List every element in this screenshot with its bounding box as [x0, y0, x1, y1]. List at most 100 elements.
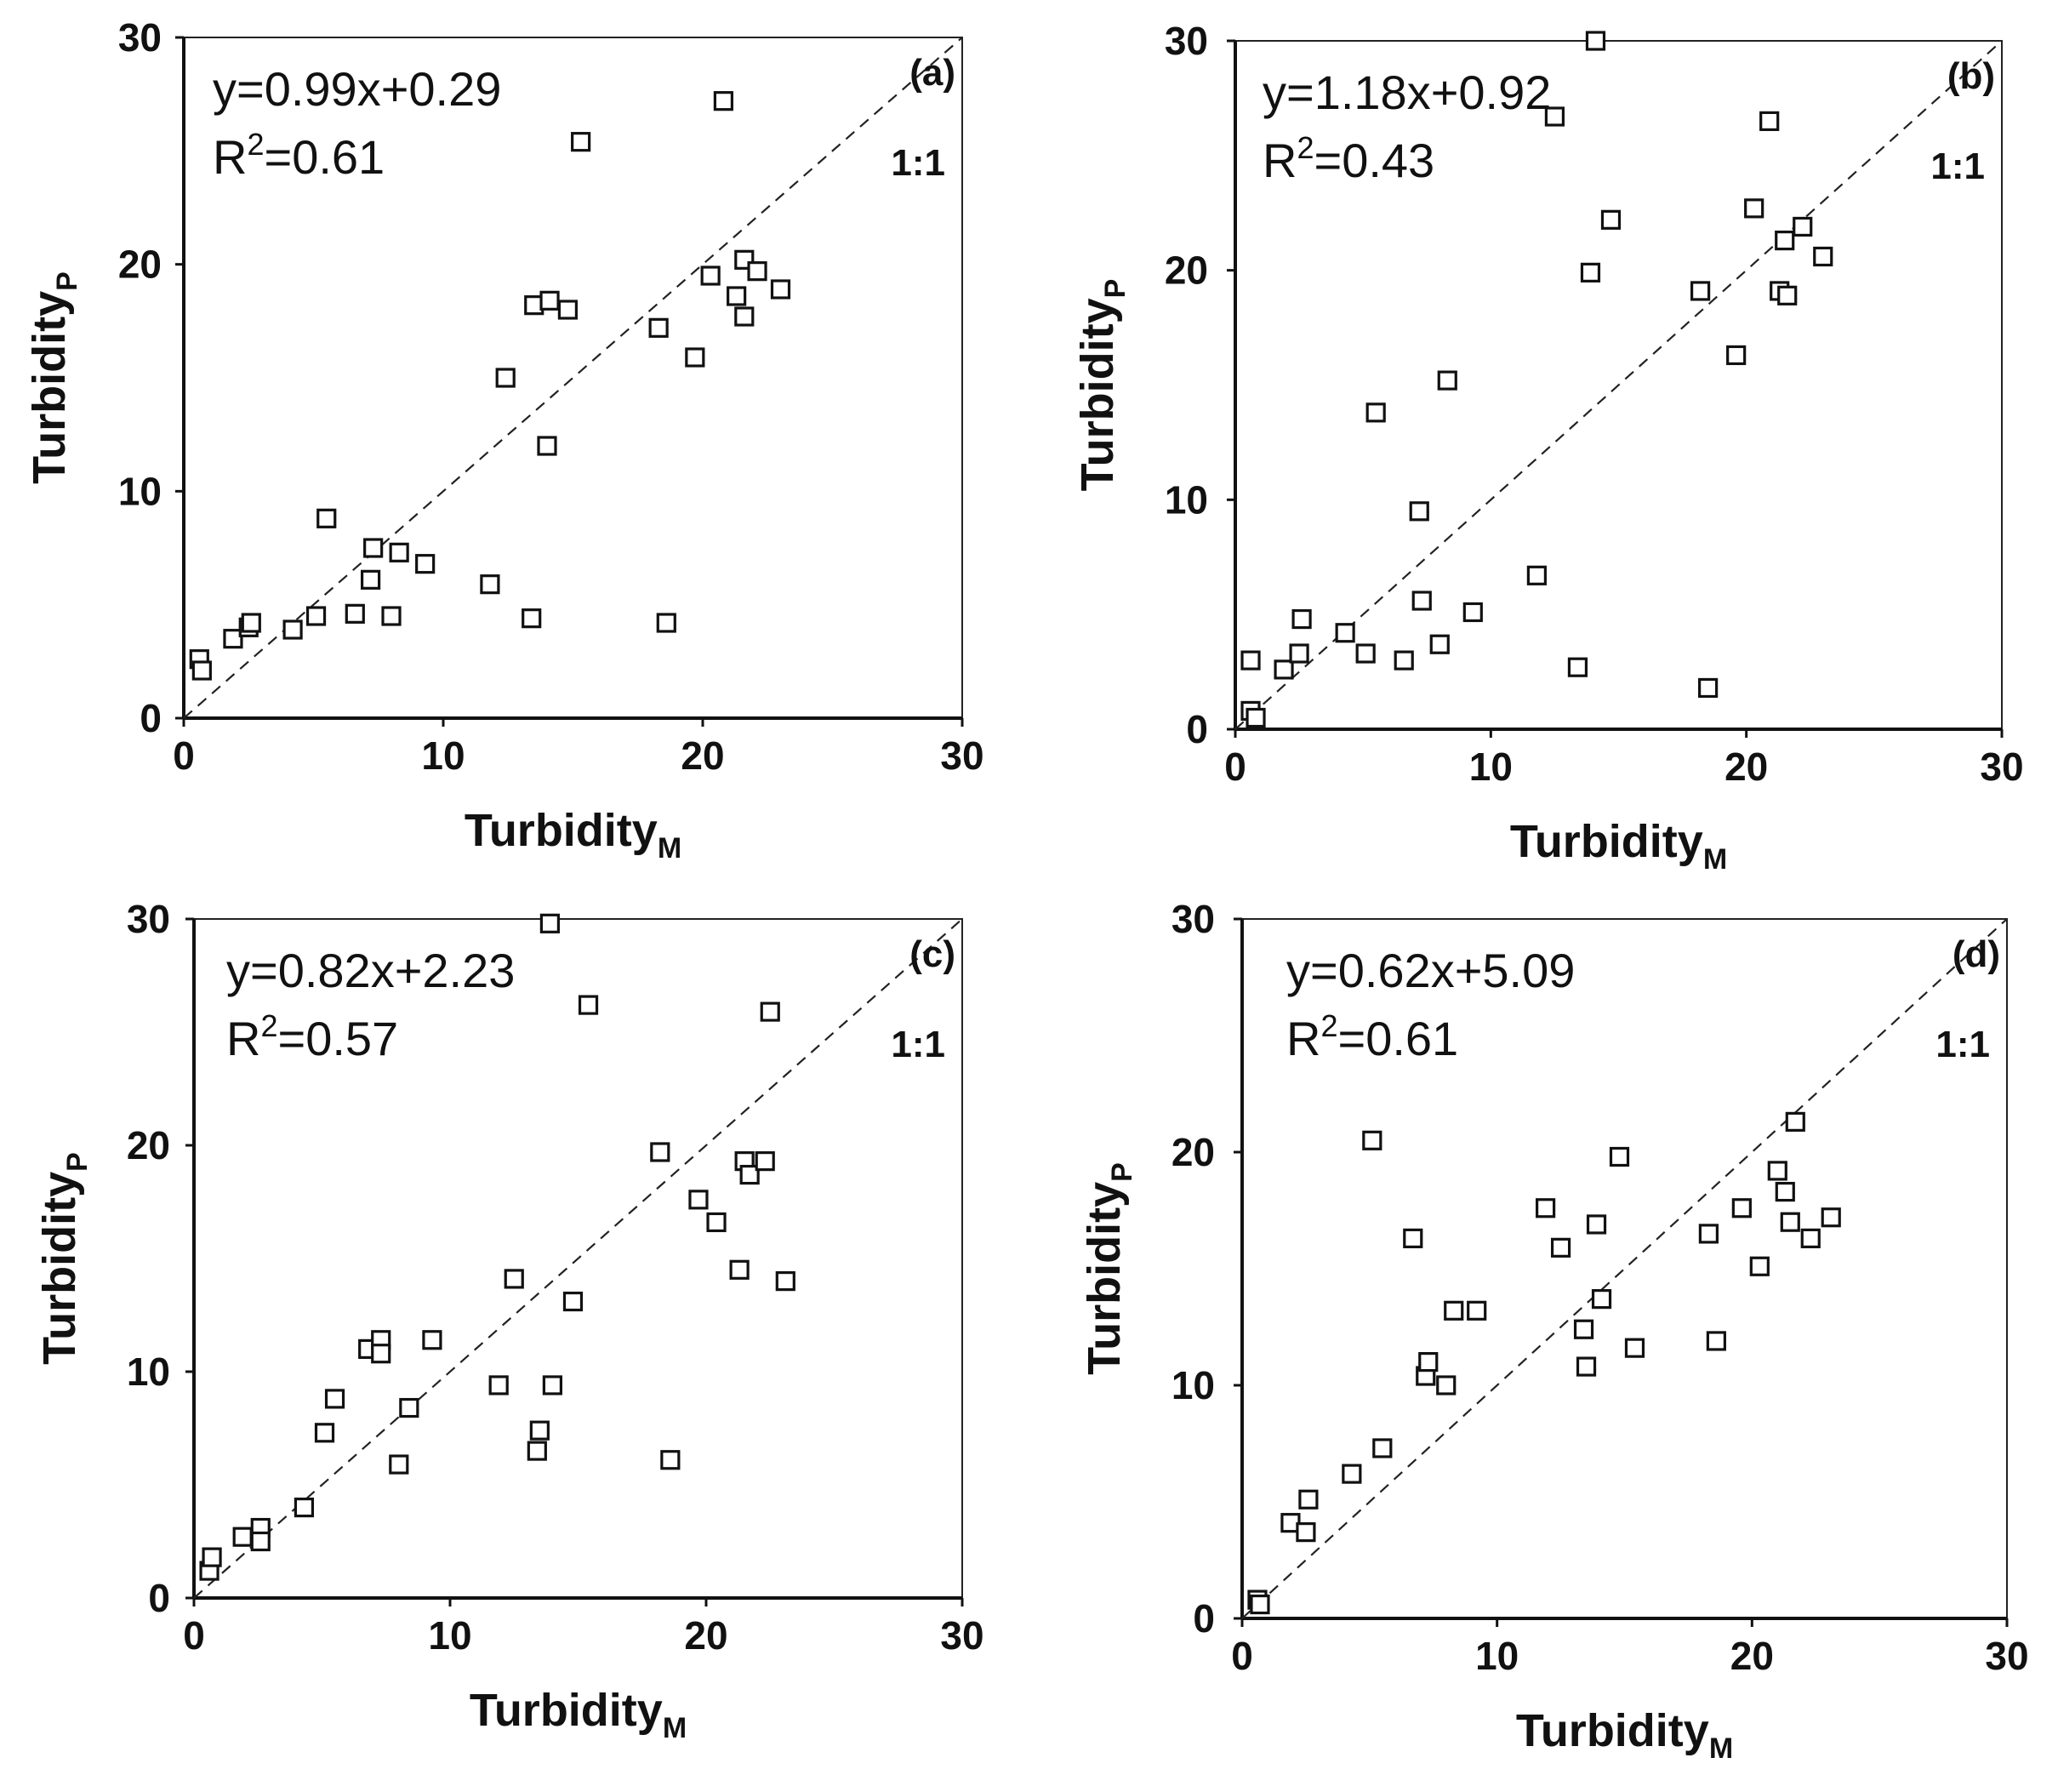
data-point [1698, 677, 1719, 699]
data-point [539, 290, 560, 311]
x-tick-label: 10 [1475, 1634, 1519, 1678]
data-point [389, 1454, 409, 1475]
data-point [1793, 216, 1813, 237]
y-tick-label: 20 [1165, 248, 1208, 293]
data-point [542, 1375, 563, 1395]
data-point [1767, 1161, 1787, 1181]
data-point [1744, 198, 1764, 219]
y-axis-label-text: Turbidity [34, 1172, 85, 1365]
x-tick-label: 0 [1231, 1634, 1253, 1678]
x-axis-label-text: Turbidity [470, 1685, 663, 1736]
data-point [1775, 231, 1795, 251]
panel-tag: (c) [909, 933, 955, 975]
data-point [739, 1164, 760, 1185]
one-to-one-line [183, 37, 963, 719]
y-tick-label: 30 [127, 897, 170, 941]
data-point [488, 1375, 509, 1395]
x-axis-label-subscript: M [1703, 843, 1727, 876]
y-tick-label: 0 [148, 1576, 170, 1620]
data-point [1698, 1224, 1719, 1244]
data-point [363, 538, 384, 558]
r-squared-superscript: 2 [1297, 130, 1314, 165]
data-point [480, 574, 500, 595]
data-point [1362, 1130, 1382, 1150]
r-squared-superscript: 2 [1320, 1008, 1337, 1043]
data-point [1436, 1375, 1457, 1395]
data-point [1821, 1207, 1841, 1228]
one-to-one-label: 1:1 [1935, 1024, 1990, 1065]
panel-tag: (d) [1953, 933, 2000, 975]
r-squared-value: =0.61 [1337, 1012, 1458, 1065]
panel-tag: (a) [909, 52, 955, 94]
r-squared-value: =0.61 [264, 130, 385, 184]
y-axis-label: TurbidityP [1072, 279, 1132, 492]
r-squared-prefix: R [226, 1012, 260, 1065]
r-squared-prefix: R [1286, 1012, 1320, 1065]
r-squared-prefix: R [1263, 134, 1297, 187]
data-point [381, 606, 402, 626]
data-point [1706, 1331, 1726, 1351]
data-point [727, 286, 747, 306]
data-point [504, 1269, 524, 1289]
data-point [1394, 650, 1414, 671]
panel-d: 0 10 20 30 0 10 20 30 y=0.62x+5.09 R2=0.61 (d) 1:1 T… [1079, 897, 2029, 1765]
one-to-one-line [1241, 918, 2008, 1619]
y-axis-label-subscript: P [51, 271, 83, 291]
data-point [578, 995, 599, 1015]
x-tick-label: 30 [1980, 745, 2023, 789]
data-point [1467, 1300, 1487, 1321]
y-axis-label-text: Turbidity [1072, 298, 1123, 491]
x-tick-label: 10 [1469, 745, 1513, 789]
x-tick-label: 20 [681, 733, 724, 778]
y-axis-label: TurbidityP [34, 1152, 94, 1365]
data-point [1609, 1146, 1630, 1167]
data-point [734, 306, 755, 327]
data-point [1526, 565, 1547, 585]
data-point [775, 1270, 795, 1292]
panel-b: 0 10 20 30 0 10 20 30 y=1.18x+0.92 R2=0.43 (b) 1:1 T… [1072, 19, 2024, 876]
data-point [1580, 262, 1601, 282]
data-point [1624, 1338, 1645, 1358]
data-point [1296, 1522, 1316, 1543]
data-point [760, 1002, 780, 1022]
data-point [656, 613, 676, 633]
data-point [1586, 1214, 1607, 1235]
data-point [316, 508, 337, 528]
data-point [389, 542, 409, 562]
data-point [1355, 643, 1376, 664]
data-point [361, 569, 381, 590]
panel-a: 0 10 20 30 0 10 20 30 y=0.99x+0.29 R2=0.61 (a) 1:1 T… [24, 15, 984, 865]
x-axis-label-subscript: M [1709, 1732, 1733, 1765]
data-point [1240, 650, 1261, 671]
data-point [495, 368, 516, 388]
one-to-one-line [1234, 40, 2003, 730]
data-point [232, 1527, 253, 1547]
x-axis-label: TurbidityM [1510, 816, 1727, 876]
data-point [571, 132, 591, 152]
data-point [557, 300, 579, 320]
x-tick-label: 10 [428, 1613, 471, 1658]
data-point [1291, 608, 1312, 630]
x-axis-label: TurbidityM [1516, 1705, 1733, 1765]
data-point [1437, 370, 1457, 391]
data-point [202, 1547, 222, 1567]
y-tick-label: 30 [1172, 897, 1215, 941]
data-point [1759, 111, 1780, 131]
data-point [282, 619, 303, 640]
data-point [305, 606, 327, 626]
x-tick-label: 30 [940, 1613, 983, 1658]
data-point [537, 436, 557, 456]
data-point [688, 1190, 709, 1210]
data-point [1780, 1212, 1800, 1232]
data-point [1289, 643, 1309, 664]
data-point [1550, 1237, 1571, 1258]
data-point [1342, 1464, 1362, 1484]
x-tick-label: 0 [183, 1613, 205, 1658]
x-tick-label: 20 [1730, 1634, 1774, 1678]
data-point [729, 1259, 750, 1280]
data-point [223, 629, 243, 649]
data-point [1567, 657, 1588, 677]
data-point [415, 554, 436, 574]
data-point [1411, 591, 1432, 611]
r-squared-label: R2=0.57 [226, 1008, 398, 1065]
